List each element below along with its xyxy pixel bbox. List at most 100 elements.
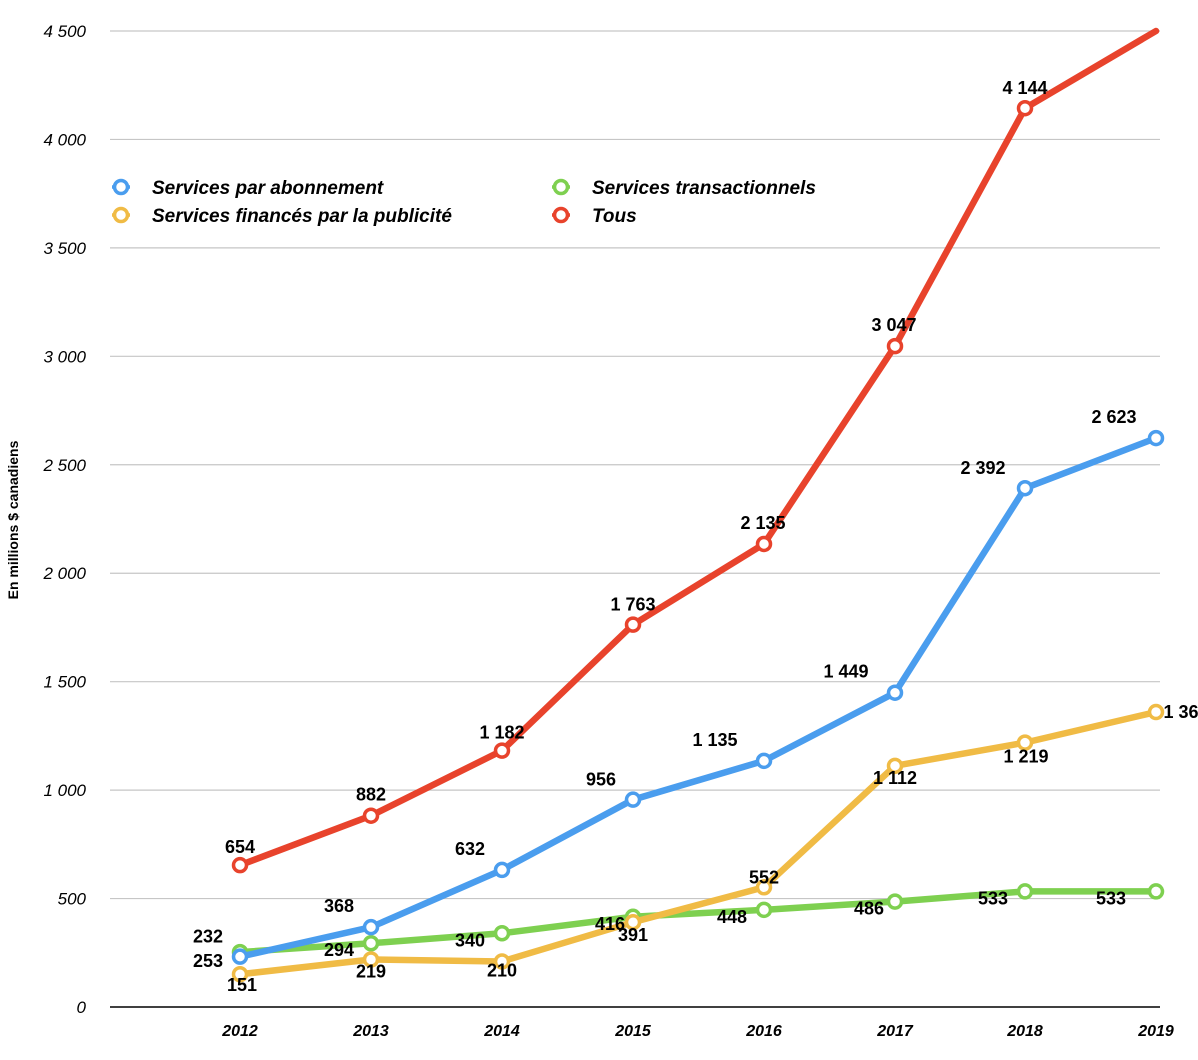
data-point: [231, 856, 249, 874]
data-label: 151: [227, 975, 257, 995]
legend-swatch-marker: [552, 178, 570, 196]
x-tick-label: 2014: [483, 1023, 520, 1040]
data-point: [362, 918, 380, 936]
axes: 0 500 1 000 1 500 2 000 2 500 3 000 3 500 4 000 4…: [5, 22, 1174, 1040]
legend-item: Tous: [552, 206, 637, 227]
data-point: [624, 616, 642, 633]
data-point: [1016, 734, 1034, 751]
data-point: [231, 965, 249, 983]
data-label: 253: [193, 951, 223, 971]
data-label: 4 144: [1002, 78, 1047, 98]
x-tick-label: 2012: [221, 1023, 258, 1040]
y-axis-label: En millions $ canadiens: [5, 440, 21, 599]
data-label: 533: [1096, 888, 1126, 908]
y-tick-label: 3 000: [43, 347, 86, 366]
data-label: 632: [455, 839, 485, 859]
legend: Services par abonnement Services transact…: [112, 178, 816, 227]
legend-item: Services par abonnement: [112, 178, 384, 199]
data-point: [886, 757, 904, 775]
y-tick-label: 3 500: [43, 239, 86, 258]
y-tick-label: 1 500: [43, 673, 86, 692]
data-label: 391: [618, 925, 648, 945]
data-point: [886, 337, 904, 355]
data-point: [362, 934, 380, 952]
data-point: [493, 742, 511, 759]
legend-label: Services transactionnels: [592, 178, 816, 199]
data-label: 3 047: [871, 315, 916, 335]
legend-label: Services par abonnement: [152, 178, 384, 199]
data-label: 1 112: [873, 768, 917, 788]
x-tick-label: 2019: [1137, 1023, 1174, 1040]
data-label: 368: [324, 896, 354, 916]
legend-label: Services financés par la publicité: [152, 206, 452, 227]
data-label: 882: [356, 785, 386, 805]
data-label: 1 449: [823, 662, 868, 682]
legend-item: Services transactionnels: [552, 178, 816, 199]
data-point: [886, 893, 904, 910]
data-label: 654: [225, 837, 255, 857]
data-label: 552: [749, 867, 779, 887]
data-label: 2 623: [1091, 407, 1136, 427]
gridlines: [110, 30, 1160, 900]
data-point: [1016, 479, 1034, 497]
series-line: [236, 434, 1160, 960]
data-point: [624, 791, 642, 808]
series-line: [236, 27, 1160, 869]
data-point: [1147, 883, 1165, 900]
x-tick-label: 2017: [876, 1023, 914, 1040]
data-label: 232: [193, 927, 223, 947]
data-point: [231, 948, 249, 965]
legend-swatch-marker: [112, 178, 130, 196]
legend-item: Services financés par la publicité: [112, 206, 452, 227]
series-line: [236, 888, 1160, 956]
data-label: 448: [717, 907, 747, 927]
y-tick-label: 0: [77, 998, 87, 1017]
data-point: [1147, 429, 1165, 447]
data-label: 956: [586, 770, 616, 790]
x-tick-label: 2018: [1006, 1023, 1043, 1040]
data-label: 210: [487, 960, 517, 980]
y-tick-label: 2 500: [42, 456, 86, 475]
data-label: 486: [854, 899, 884, 919]
data-label: 1 219: [1003, 747, 1048, 767]
data-point: [755, 879, 773, 896]
data-point: [1016, 99, 1034, 117]
y-tick-label: 1 000: [43, 781, 86, 800]
data-label: 1 135: [692, 730, 737, 750]
x-tick-label: 2013: [352, 1023, 389, 1040]
data-label: 533: [978, 888, 1008, 908]
data-point: [624, 913, 642, 931]
data-label: 2 135: [740, 513, 785, 533]
data-label: 1 182: [479, 723, 524, 743]
series-line: [236, 708, 1160, 978]
data-label: 1 763: [610, 595, 655, 615]
data-point: [493, 861, 511, 879]
x-tick-label: 2016: [745, 1023, 782, 1040]
data-label: 219: [356, 962, 386, 982]
legend-swatch-marker: [552, 206, 570, 224]
data-point: [1147, 703, 1165, 721]
data-label: 1 360: [1163, 702, 1198, 722]
x-tick-label: 2015: [614, 1023, 652, 1040]
y-tick-label: 500: [58, 890, 87, 909]
data-point: [1016, 883, 1034, 900]
data-point: [362, 951, 380, 968]
y-tick-label: 4 500: [43, 22, 86, 41]
data-point: [493, 925, 511, 942]
data-point: [362, 807, 380, 824]
data-labels: 253 294 340 416 448 486 533 533 151 219 210 391 552 1…: [193, 78, 1198, 995]
data-point: [755, 752, 773, 770]
data-point: [755, 901, 773, 919]
data-label: 340: [455, 930, 485, 950]
series-lines: [231, 27, 1165, 983]
legend-swatch-marker: [112, 206, 130, 224]
data-point: [493, 953, 511, 970]
legend-label: Tous: [592, 206, 637, 227]
data-label: 416: [595, 914, 625, 934]
data-point: [886, 684, 904, 701]
y-tick-label: 4 000: [43, 130, 86, 149]
y-tick-label: 2 000: [42, 564, 86, 583]
data-label: 294: [324, 940, 354, 960]
